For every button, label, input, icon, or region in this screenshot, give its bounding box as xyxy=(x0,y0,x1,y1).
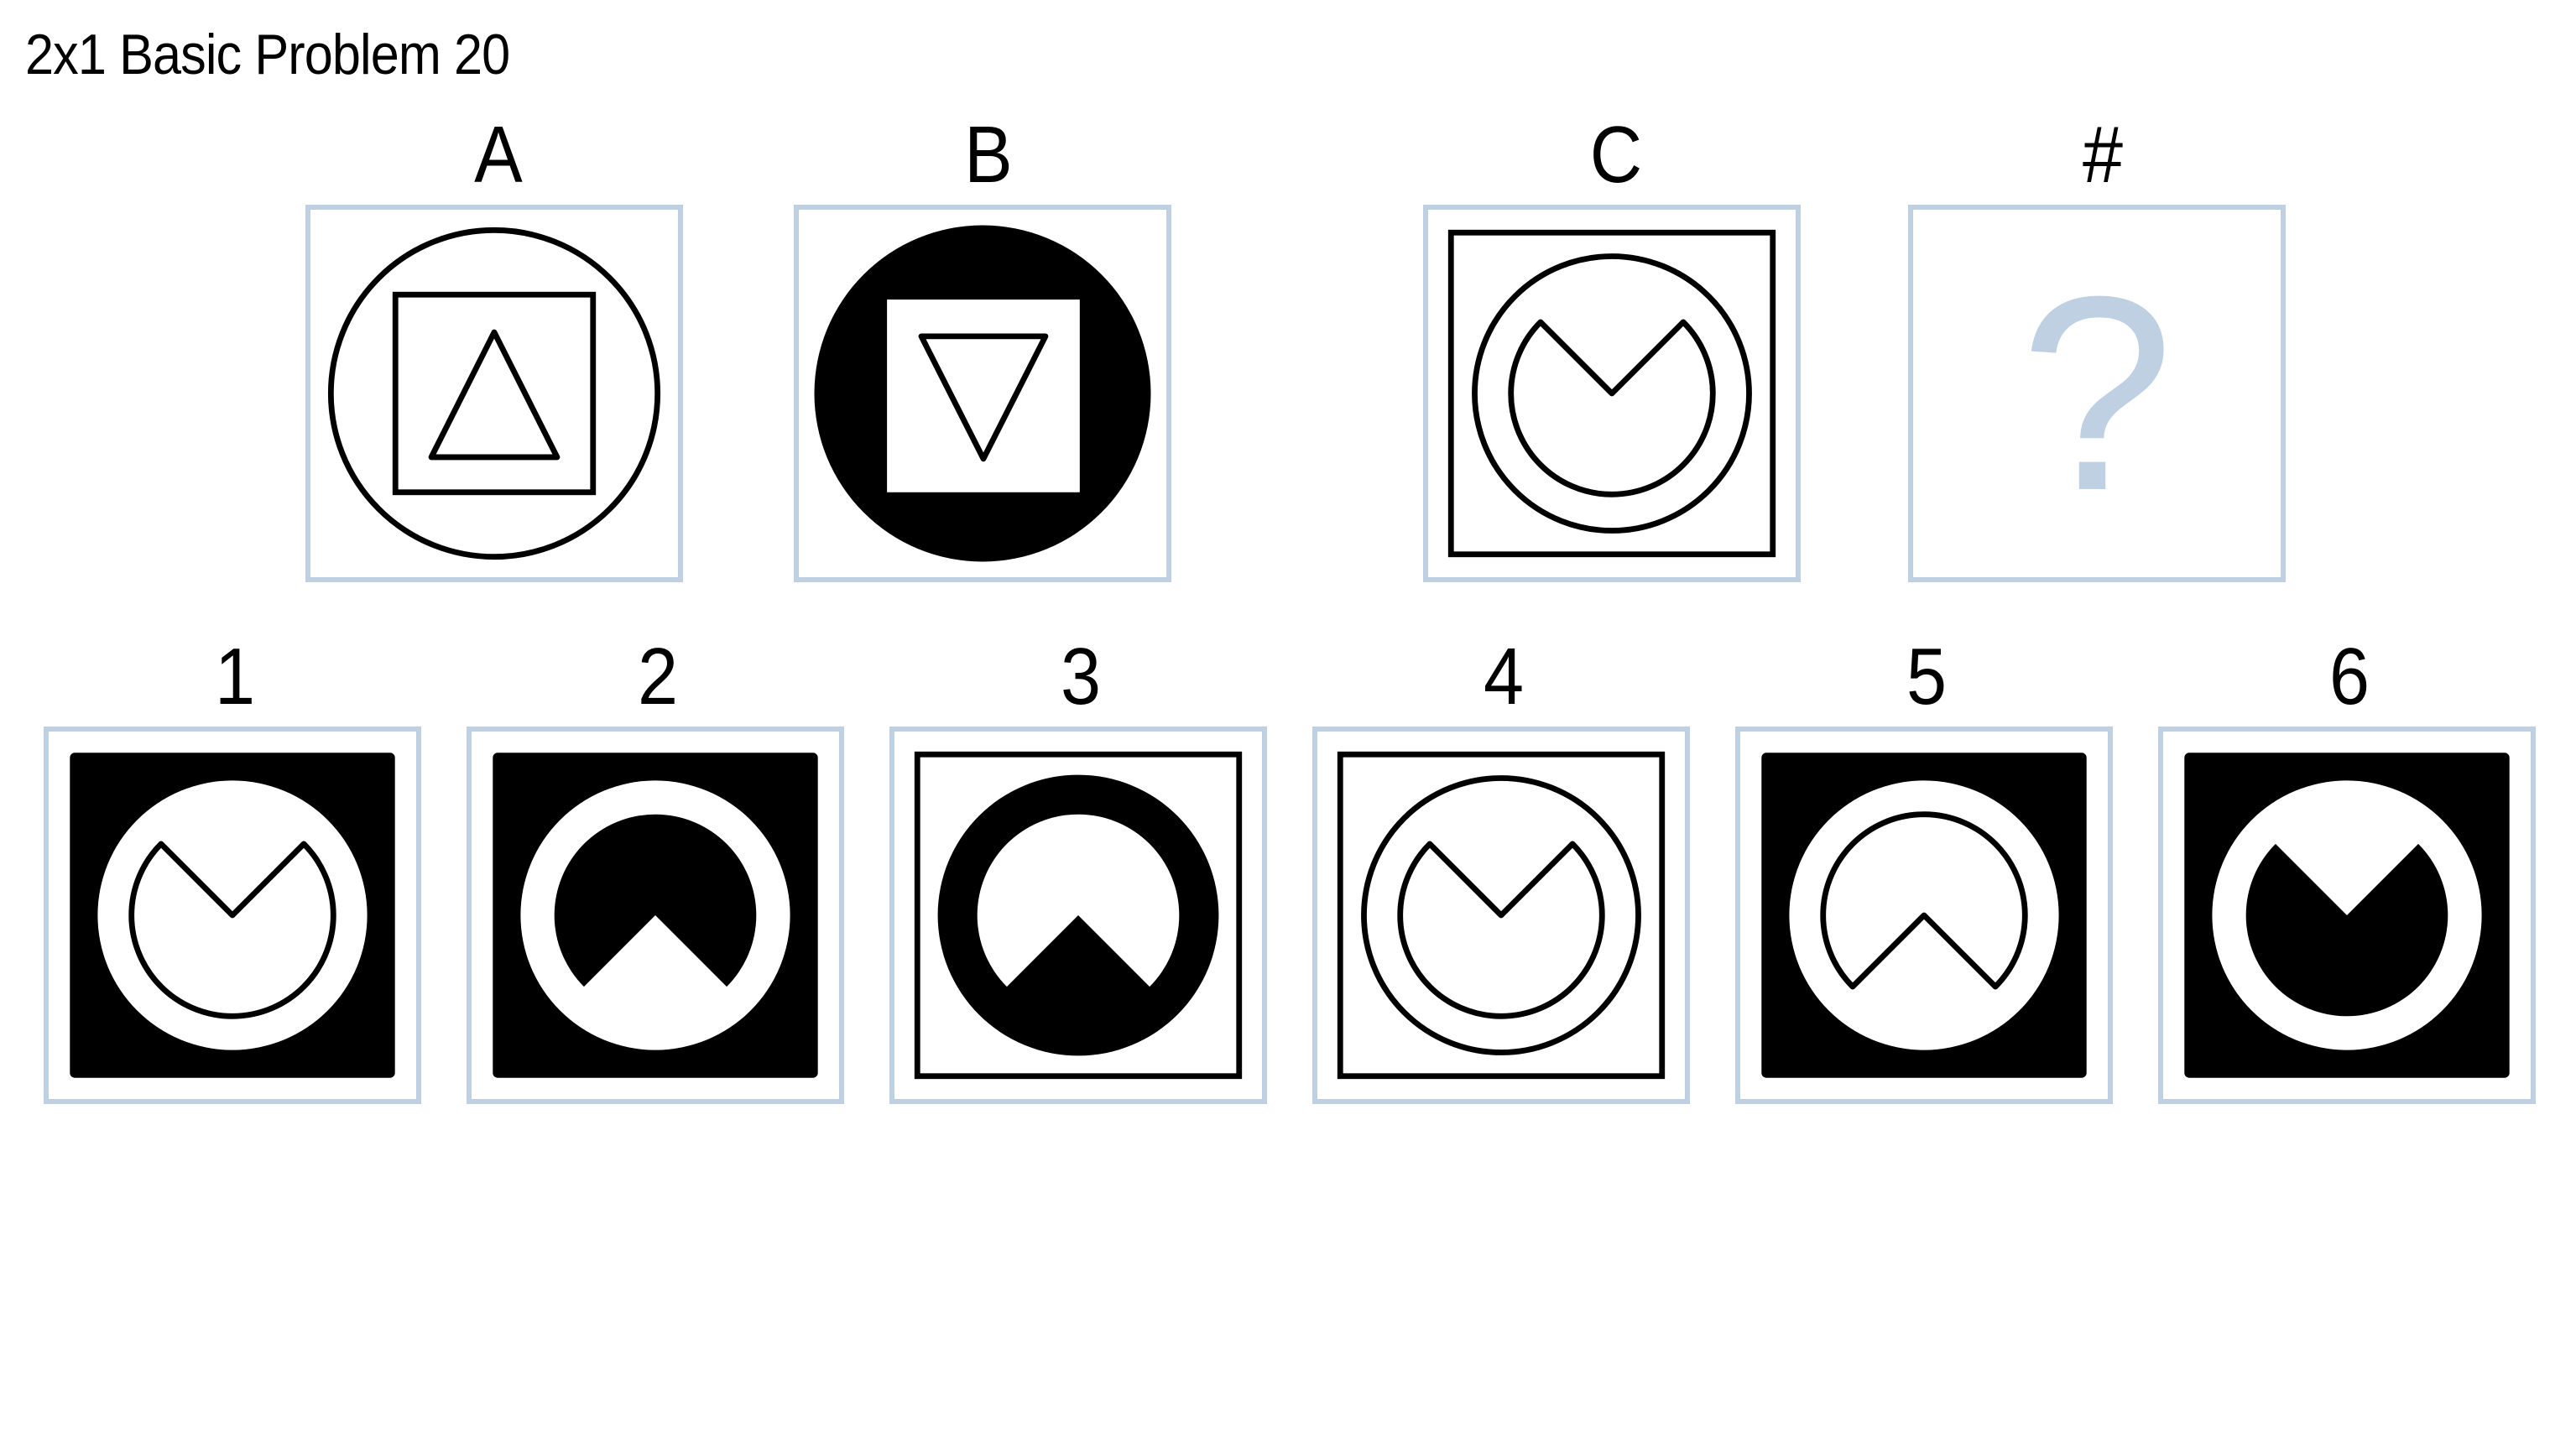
filled-circle-inverted-triangle-figure xyxy=(814,225,1151,562)
question-mark: ? xyxy=(2020,238,2174,548)
answer-label-3: 3 xyxy=(1060,632,1102,721)
answer-label-4: 4 xyxy=(1483,632,1525,721)
cell-c xyxy=(1423,205,1801,582)
answer-option-1[interactable] xyxy=(44,727,421,1104)
page-title: 2x1 Basic Problem 20 xyxy=(25,23,510,86)
label-c: C xyxy=(1589,110,1643,200)
answer-6-figure xyxy=(2184,753,2510,1078)
circle-square-triangle-figure xyxy=(327,227,661,560)
answer-label-1: 1 xyxy=(214,632,256,721)
answer-label-5: 5 xyxy=(1906,632,1948,721)
label-a: A xyxy=(474,110,523,200)
answer-option-4[interactable] xyxy=(1312,727,1690,1104)
answer-option-5[interactable] xyxy=(1735,727,2113,1104)
answer-3-figure xyxy=(914,751,1243,1080)
answer-4-figure xyxy=(1337,751,1666,1080)
cell-unknown: ? xyxy=(1908,205,2286,582)
answer-label-6: 6 xyxy=(2328,632,2370,721)
answer-option-3[interactable] xyxy=(889,727,1267,1104)
answer-1-figure xyxy=(70,753,395,1078)
label-unknown: # xyxy=(2082,110,2124,200)
answer-option-2[interactable] xyxy=(467,727,844,1104)
answer-label-2: 2 xyxy=(637,632,679,721)
cell-b xyxy=(794,205,1171,582)
square-circle-pacman-figure xyxy=(1447,229,1776,558)
cell-a xyxy=(305,205,683,582)
answer-option-6[interactable] xyxy=(2158,727,2536,1104)
answer-2-figure xyxy=(493,753,818,1078)
label-b: B xyxy=(964,110,1013,200)
answer-5-figure xyxy=(1761,753,2087,1078)
